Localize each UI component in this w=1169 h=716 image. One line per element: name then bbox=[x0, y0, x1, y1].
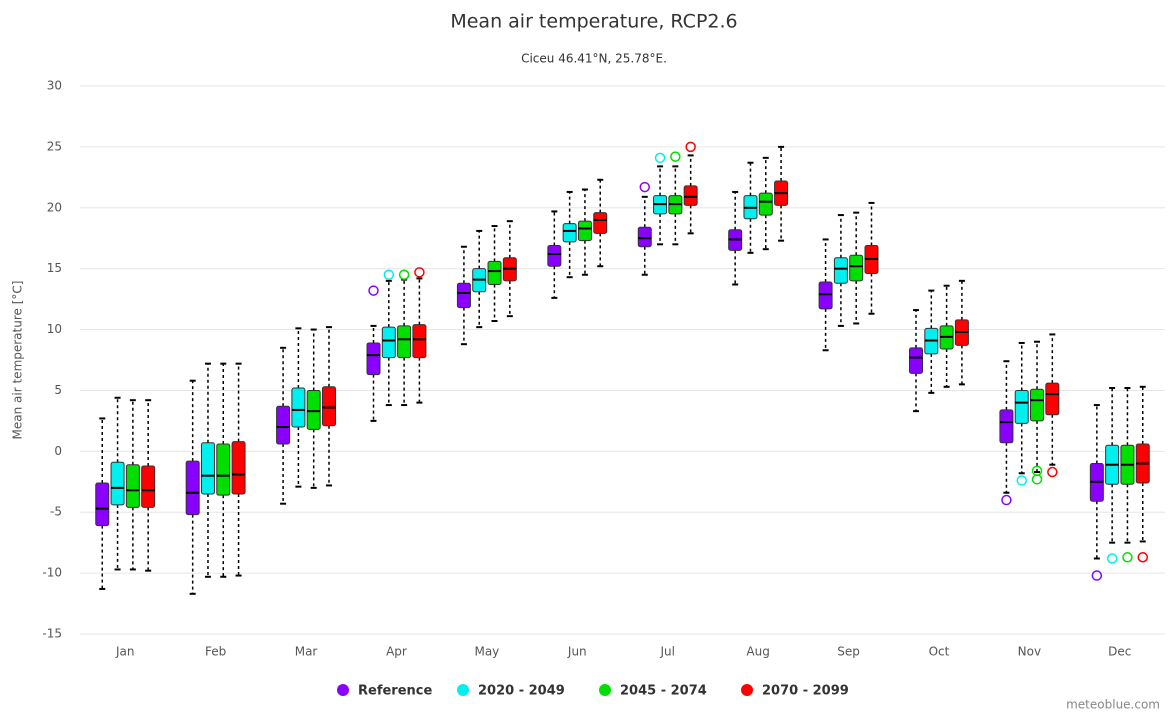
box bbox=[547, 245, 562, 267]
box bbox=[216, 443, 231, 496]
outlier bbox=[1001, 494, 1012, 506]
box bbox=[593, 212, 608, 234]
y-tick-label: -10 bbox=[42, 566, 62, 580]
box bbox=[1014, 389, 1029, 424]
legend-label: 2045 - 2074 bbox=[620, 684, 707, 699]
box bbox=[577, 220, 592, 242]
x-tick-label: May bbox=[474, 645, 499, 659]
y-tick-label: 30 bbox=[47, 79, 62, 93]
box bbox=[562, 223, 577, 243]
x-tick-label: Nov bbox=[1018, 645, 1041, 659]
outlier bbox=[1106, 553, 1118, 564]
legend-label: 2020 - 2049 bbox=[478, 684, 565, 699]
box bbox=[397, 325, 412, 359]
y-tick-label: 15 bbox=[47, 261, 62, 275]
box bbox=[456, 282, 471, 309]
y-tick-label: -5 bbox=[50, 505, 62, 519]
legend-label: 2070 - 2099 bbox=[762, 684, 849, 699]
box bbox=[487, 260, 502, 285]
box bbox=[1030, 388, 1045, 422]
box bbox=[999, 409, 1014, 444]
box bbox=[683, 185, 698, 206]
legend-marker bbox=[599, 684, 611, 696]
outlier bbox=[383, 269, 395, 281]
box bbox=[818, 281, 833, 310]
x-tick-label: Sep bbox=[837, 645, 860, 659]
outlier bbox=[1091, 570, 1103, 581]
y-tick-label: 10 bbox=[47, 322, 62, 336]
y-tick-label: -15 bbox=[42, 627, 62, 641]
x-tick-label: Jul bbox=[659, 645, 674, 659]
outlier bbox=[685, 141, 696, 153]
x-tick-label: Mar bbox=[295, 645, 318, 659]
legend-marker bbox=[457, 684, 469, 696]
box bbox=[95, 482, 110, 527]
credit: meteoblue.com bbox=[1066, 698, 1160, 712]
box bbox=[1045, 382, 1060, 416]
box bbox=[110, 461, 125, 506]
outlier bbox=[670, 151, 681, 162]
chart-title: Mean air temperature, RCP2.6 bbox=[450, 11, 737, 33]
x-tick-label: Dec bbox=[1108, 645, 1131, 659]
box bbox=[125, 464, 140, 508]
box bbox=[231, 441, 246, 495]
box bbox=[366, 342, 381, 376]
x-tick-label: Apr bbox=[386, 645, 407, 659]
outlier bbox=[1137, 552, 1148, 563]
box bbox=[141, 465, 156, 508]
chart-subtitle: Ciceu 46.41°N, 25.78°E. bbox=[521, 52, 667, 66]
outlier bbox=[654, 152, 666, 164]
box bbox=[849, 254, 864, 282]
outlier bbox=[414, 267, 425, 278]
box bbox=[306, 389, 321, 430]
x-tick-label: Jan bbox=[115, 645, 135, 659]
box bbox=[909, 347, 924, 374]
y-tick-label: 5 bbox=[54, 383, 62, 397]
outlier bbox=[1031, 474, 1043, 485]
outlier bbox=[639, 181, 651, 193]
outlier bbox=[1016, 475, 1027, 486]
box bbox=[185, 460, 200, 516]
box bbox=[276, 405, 291, 445]
y-axis-label: Mean air temperature [°C] bbox=[11, 281, 25, 440]
x-tick-label: Oct bbox=[929, 645, 950, 659]
box bbox=[200, 442, 215, 495]
x-tick-label: Feb bbox=[205, 645, 226, 659]
legend-marker bbox=[337, 684, 349, 696]
box bbox=[291, 387, 306, 428]
legend-marker bbox=[741, 684, 753, 696]
box bbox=[833, 257, 848, 284]
box bbox=[412, 324, 427, 359]
y-tick-label: 25 bbox=[47, 139, 62, 153]
y-tick-label: 0 bbox=[54, 444, 62, 458]
outlier bbox=[398, 269, 410, 281]
outlier bbox=[1122, 552, 1133, 563]
outlier bbox=[368, 285, 379, 296]
box bbox=[637, 226, 652, 248]
x-tick-label: Aug bbox=[746, 645, 769, 659]
y-tick-label: 20 bbox=[47, 200, 62, 214]
box bbox=[758, 192, 773, 216]
outlier bbox=[1047, 466, 1058, 478]
x-tick-label: Jun bbox=[567, 645, 587, 659]
box bbox=[321, 386, 336, 427]
box bbox=[381, 326, 396, 359]
legend-label: Reference bbox=[358, 684, 432, 699]
